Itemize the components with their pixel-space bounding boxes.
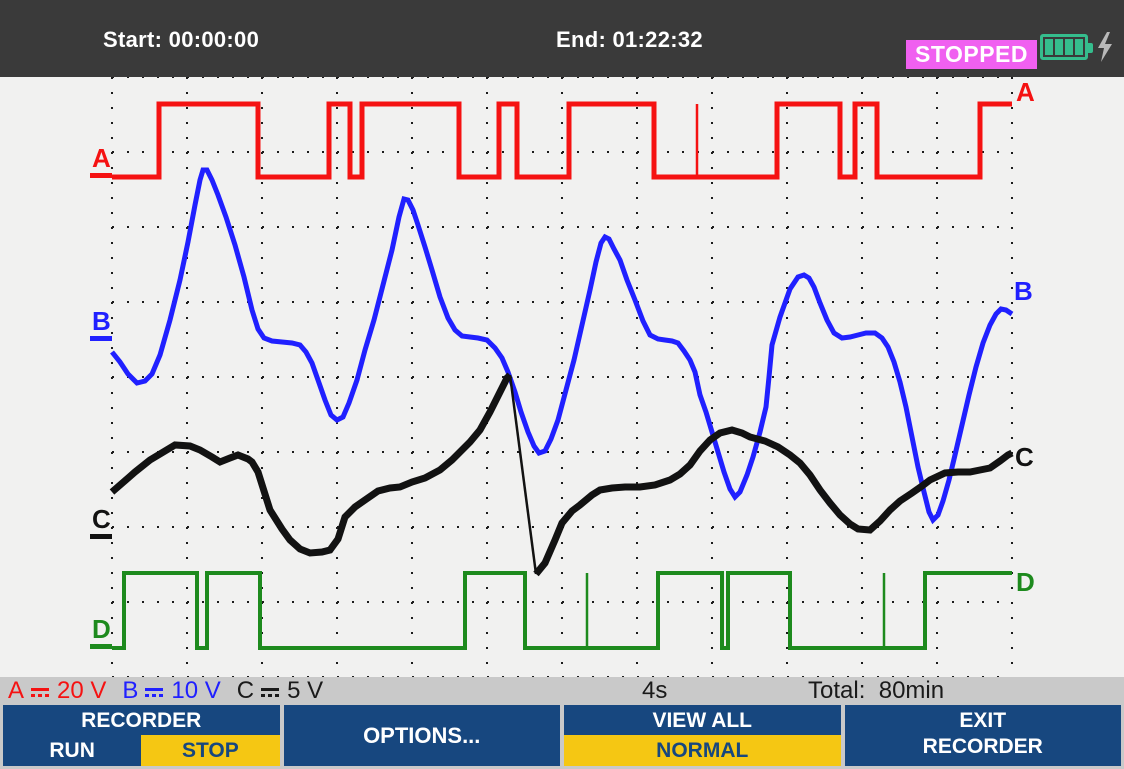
channel-d-trace-label: D — [1016, 567, 1035, 597]
end-time-label: End: 01:22:32 — [556, 27, 703, 52]
channel-b-reading: B 10 V — [122, 677, 221, 704]
recorder-stop-option[interactable]: STOP — [141, 735, 280, 766]
channel-b-trace-label: B — [1014, 276, 1033, 306]
waveform-plot: A B C D A B C D — [0, 77, 1124, 677]
timebase-label: 4s — [642, 677, 668, 704]
channel-a-reading: A 20 V — [8, 677, 107, 704]
channel-c-ground-marker: C — [90, 506, 112, 539]
status-badge: STOPPED — [906, 40, 1037, 69]
channel-c-reading: C 5 V — [236, 677, 324, 704]
recorder-run-stop-button[interactable]: RECORDER RUN STOP — [3, 705, 280, 766]
softkey-menu: RECORDER RUN STOP OPTIONS... VIEW ALL NO… — [0, 705, 1124, 769]
dc-coupling-icon — [261, 685, 280, 698]
start-time-label: Start: 00:00:00 — [103, 27, 260, 52]
total-duration-label: Total: 80min — [808, 677, 945, 704]
waveform-canvas — [109, 77, 1014, 677]
charging-bolt-icon — [1098, 32, 1112, 62]
channel-readings: A 20 V B 10 V C 5 V — [8, 677, 339, 705]
header-bar: Start: 00:00:00 End: 01:22:32 STOPPED — [0, 0, 1124, 77]
view-all-menu-title: VIEW ALL — [652, 709, 753, 732]
channel-d-ground-marker: D — [90, 616, 112, 649]
dc-coupling-icon — [145, 685, 164, 698]
channel-b-ground-marker: B — [90, 308, 112, 341]
channel-a-trace-label: A — [1016, 77, 1035, 107]
battery-icon — [1040, 34, 1093, 60]
channel-a-ground-marker: A — [90, 145, 112, 178]
recorder-run-option[interactable]: RUN — [49, 738, 95, 762]
recorder-menu-title: RECORDER — [81, 709, 202, 732]
view-normal-option[interactable]: NORMAL — [564, 735, 841, 766]
measurement-status-bar: A 20 V B 10 V C 5 V 4s Total: 80min — [0, 677, 1124, 705]
view-mode-button[interactable]: VIEW ALL NORMAL — [564, 705, 841, 766]
channel-c-trace-label: C — [1015, 442, 1034, 472]
options-button[interactable]: OPTIONS... — [283, 705, 560, 766]
dc-coupling-icon — [31, 685, 50, 698]
exit-recorder-button[interactable]: EXIT RECORDER — [844, 705, 1121, 766]
